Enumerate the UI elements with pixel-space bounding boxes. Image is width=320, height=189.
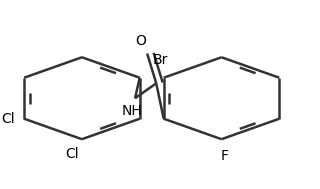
Text: Cl: Cl bbox=[65, 147, 79, 161]
Text: F: F bbox=[220, 149, 228, 163]
Text: Br: Br bbox=[153, 53, 168, 67]
Text: O: O bbox=[136, 34, 147, 48]
Text: NH: NH bbox=[122, 104, 142, 118]
Text: Cl: Cl bbox=[1, 112, 15, 126]
